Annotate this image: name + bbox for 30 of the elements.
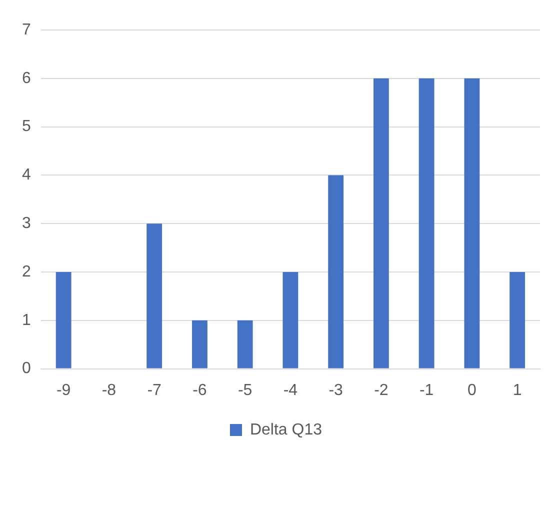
bar [282,272,298,368]
legend-label: Delta Q13 [250,421,322,438]
x-tick-label: -8 [102,382,116,399]
x-tick-label: -2 [374,382,388,399]
bar [464,78,480,368]
x-tick-label: -1 [419,382,434,399]
y-tick-label: 2 [22,263,31,280]
x-tick-label: -5 [238,382,252,399]
bar [192,320,208,368]
y-tick-label: 6 [22,70,31,87]
bar [146,224,162,368]
bar [418,78,434,368]
bar [373,78,389,368]
x-tick-label: -9 [56,382,71,399]
y-tick-label: 3 [22,215,31,232]
x-tick-label: -4 [283,382,298,399]
x-tick-label: 1 [512,382,522,399]
x-tick-label: 0 [467,382,476,399]
y-tick-label: 5 [22,118,31,136]
x-tick-label: -3 [328,382,344,399]
bar [56,272,72,368]
y-tick-label: 7 [22,21,31,38]
y-tick-label: 0 [22,360,31,378]
bar [510,272,526,368]
bar [328,175,344,368]
bar [237,320,253,368]
y-tick-label: 1 [22,312,31,329]
y-tick-label: 4 [22,166,31,184]
x-tick-label: -7 [147,382,162,399]
x-tick-label: -6 [192,382,207,399]
